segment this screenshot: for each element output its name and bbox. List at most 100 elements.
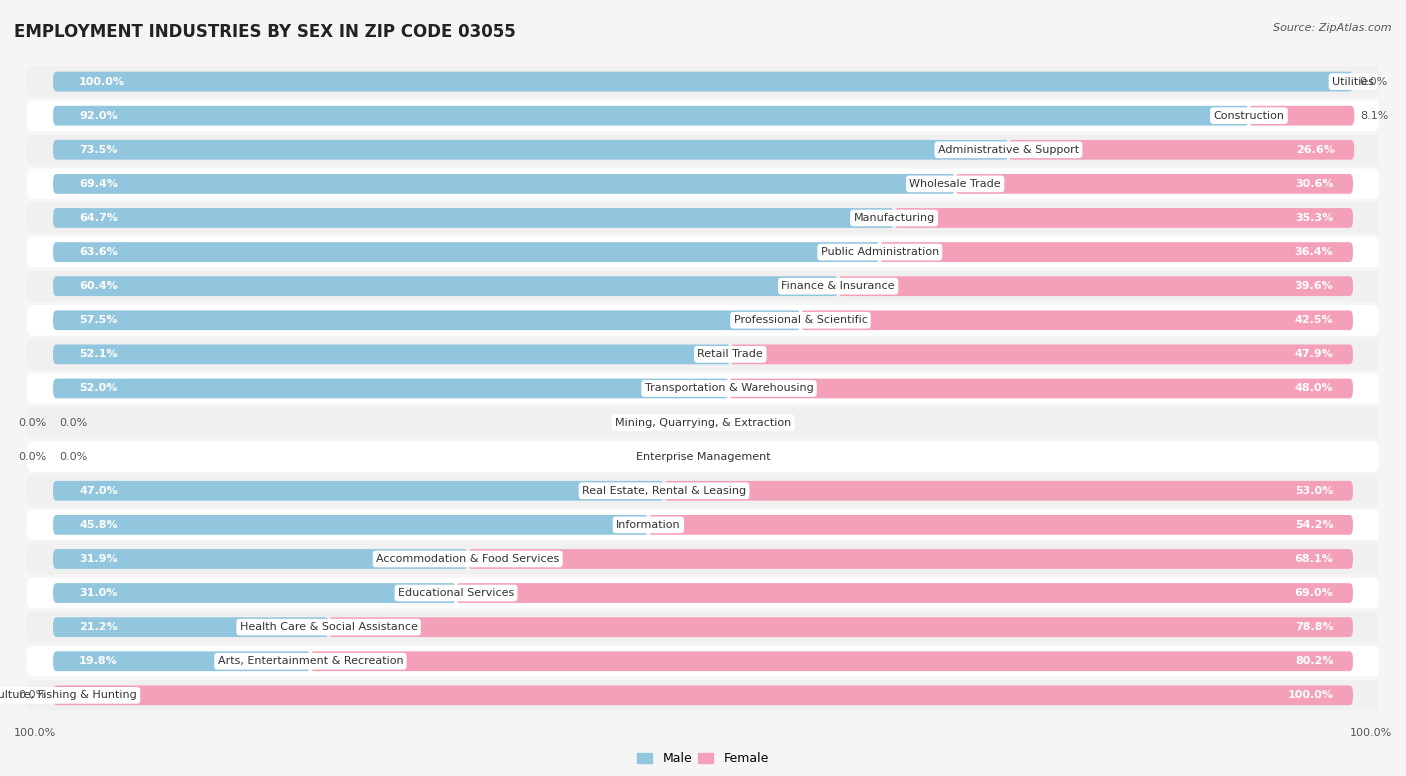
Text: 0.0%: 0.0% <box>59 452 87 462</box>
Text: Arts, Entertainment & Recreation: Arts, Entertainment & Recreation <box>218 656 404 667</box>
Text: 0.0%: 0.0% <box>18 452 46 462</box>
FancyBboxPatch shape <box>800 310 1353 330</box>
FancyBboxPatch shape <box>53 174 955 194</box>
FancyBboxPatch shape <box>27 646 1379 677</box>
FancyBboxPatch shape <box>730 345 1353 364</box>
Text: Transportation & Warehousing: Transportation & Warehousing <box>644 383 814 393</box>
FancyBboxPatch shape <box>53 584 456 603</box>
Text: 78.8%: 78.8% <box>1295 622 1333 632</box>
FancyBboxPatch shape <box>1249 106 1354 126</box>
FancyBboxPatch shape <box>27 305 1379 335</box>
FancyBboxPatch shape <box>27 271 1379 302</box>
Text: 36.4%: 36.4% <box>1295 247 1333 257</box>
FancyBboxPatch shape <box>27 134 1379 165</box>
Text: Professional & Scientific: Professional & Scientific <box>734 315 868 325</box>
Text: 100.0%: 100.0% <box>79 77 125 87</box>
FancyBboxPatch shape <box>27 407 1379 438</box>
Text: Agriculture, Fishing & Hunting: Agriculture, Fishing & Hunting <box>0 691 136 701</box>
Text: 68.1%: 68.1% <box>1295 554 1333 564</box>
Text: 64.7%: 64.7% <box>79 213 118 223</box>
FancyBboxPatch shape <box>456 584 1353 603</box>
Text: 69.4%: 69.4% <box>79 179 118 189</box>
FancyBboxPatch shape <box>53 481 664 501</box>
FancyBboxPatch shape <box>664 481 1353 501</box>
FancyBboxPatch shape <box>53 242 880 262</box>
FancyBboxPatch shape <box>27 611 1379 643</box>
Text: Public Administration: Public Administration <box>821 247 939 257</box>
FancyBboxPatch shape <box>53 515 648 535</box>
Text: 0.0%: 0.0% <box>18 417 46 428</box>
FancyBboxPatch shape <box>27 339 1379 369</box>
FancyBboxPatch shape <box>27 544 1379 574</box>
FancyBboxPatch shape <box>838 276 1353 296</box>
Text: 48.0%: 48.0% <box>1295 383 1333 393</box>
FancyBboxPatch shape <box>53 106 1249 126</box>
Text: 8.1%: 8.1% <box>1361 111 1389 121</box>
FancyBboxPatch shape <box>27 100 1379 131</box>
FancyBboxPatch shape <box>955 174 1353 194</box>
Text: Retail Trade: Retail Trade <box>697 349 763 359</box>
FancyBboxPatch shape <box>894 208 1353 228</box>
FancyBboxPatch shape <box>27 680 1379 711</box>
Text: 30.6%: 30.6% <box>1295 179 1333 189</box>
FancyBboxPatch shape <box>27 66 1379 97</box>
Text: 26.6%: 26.6% <box>1296 145 1334 154</box>
FancyBboxPatch shape <box>27 476 1379 506</box>
FancyBboxPatch shape <box>27 577 1379 608</box>
Text: Health Care & Social Assistance: Health Care & Social Assistance <box>239 622 418 632</box>
Text: 100.0%: 100.0% <box>1350 728 1392 738</box>
Text: 92.0%: 92.0% <box>79 111 118 121</box>
FancyBboxPatch shape <box>53 71 1353 92</box>
FancyBboxPatch shape <box>27 168 1379 199</box>
Text: 80.2%: 80.2% <box>1295 656 1333 667</box>
Text: 52.1%: 52.1% <box>79 349 118 359</box>
FancyBboxPatch shape <box>27 442 1379 472</box>
Text: 53.0%: 53.0% <box>1295 486 1333 496</box>
Text: 21.2%: 21.2% <box>79 622 118 632</box>
FancyBboxPatch shape <box>311 651 1353 671</box>
FancyBboxPatch shape <box>27 203 1379 234</box>
FancyBboxPatch shape <box>880 242 1353 262</box>
Text: Construction: Construction <box>1213 111 1285 121</box>
FancyBboxPatch shape <box>329 617 1353 637</box>
FancyBboxPatch shape <box>53 276 838 296</box>
Text: 0.0%: 0.0% <box>1360 77 1388 87</box>
Text: Mining, Quarrying, & Extraction: Mining, Quarrying, & Extraction <box>614 417 792 428</box>
FancyBboxPatch shape <box>1008 140 1354 160</box>
FancyBboxPatch shape <box>53 651 311 671</box>
Text: 47.0%: 47.0% <box>79 486 118 496</box>
Text: Manufacturing: Manufacturing <box>853 213 935 223</box>
FancyBboxPatch shape <box>53 208 894 228</box>
Text: 0.0%: 0.0% <box>18 691 46 701</box>
Text: 31.9%: 31.9% <box>79 554 118 564</box>
FancyBboxPatch shape <box>728 379 1353 398</box>
FancyBboxPatch shape <box>27 510 1379 540</box>
Text: 63.6%: 63.6% <box>79 247 118 257</box>
Text: 100.0%: 100.0% <box>1288 691 1333 701</box>
Text: 19.8%: 19.8% <box>79 656 118 667</box>
Text: 47.9%: 47.9% <box>1295 349 1333 359</box>
Text: Educational Services: Educational Services <box>398 588 515 598</box>
Text: 35.3%: 35.3% <box>1295 213 1333 223</box>
Text: 52.0%: 52.0% <box>79 383 118 393</box>
Text: 57.5%: 57.5% <box>79 315 118 325</box>
Text: Source: ZipAtlas.com: Source: ZipAtlas.com <box>1274 23 1392 33</box>
Text: Administrative & Support: Administrative & Support <box>938 145 1078 154</box>
FancyBboxPatch shape <box>53 140 1008 160</box>
FancyBboxPatch shape <box>53 617 329 637</box>
Text: Enterprise Management: Enterprise Management <box>636 452 770 462</box>
FancyBboxPatch shape <box>648 515 1353 535</box>
FancyBboxPatch shape <box>27 373 1379 404</box>
Text: 39.6%: 39.6% <box>1295 281 1333 291</box>
Text: 69.0%: 69.0% <box>1295 588 1333 598</box>
FancyBboxPatch shape <box>27 237 1379 268</box>
Text: 60.4%: 60.4% <box>79 281 118 291</box>
Text: 31.0%: 31.0% <box>79 588 118 598</box>
Text: 73.5%: 73.5% <box>79 145 118 154</box>
Text: 42.5%: 42.5% <box>1295 315 1333 325</box>
Text: Finance & Insurance: Finance & Insurance <box>782 281 896 291</box>
Text: Wholesale Trade: Wholesale Trade <box>910 179 1001 189</box>
FancyBboxPatch shape <box>53 379 728 398</box>
Text: Utilities: Utilities <box>1331 77 1374 87</box>
Text: 45.8%: 45.8% <box>79 520 118 530</box>
